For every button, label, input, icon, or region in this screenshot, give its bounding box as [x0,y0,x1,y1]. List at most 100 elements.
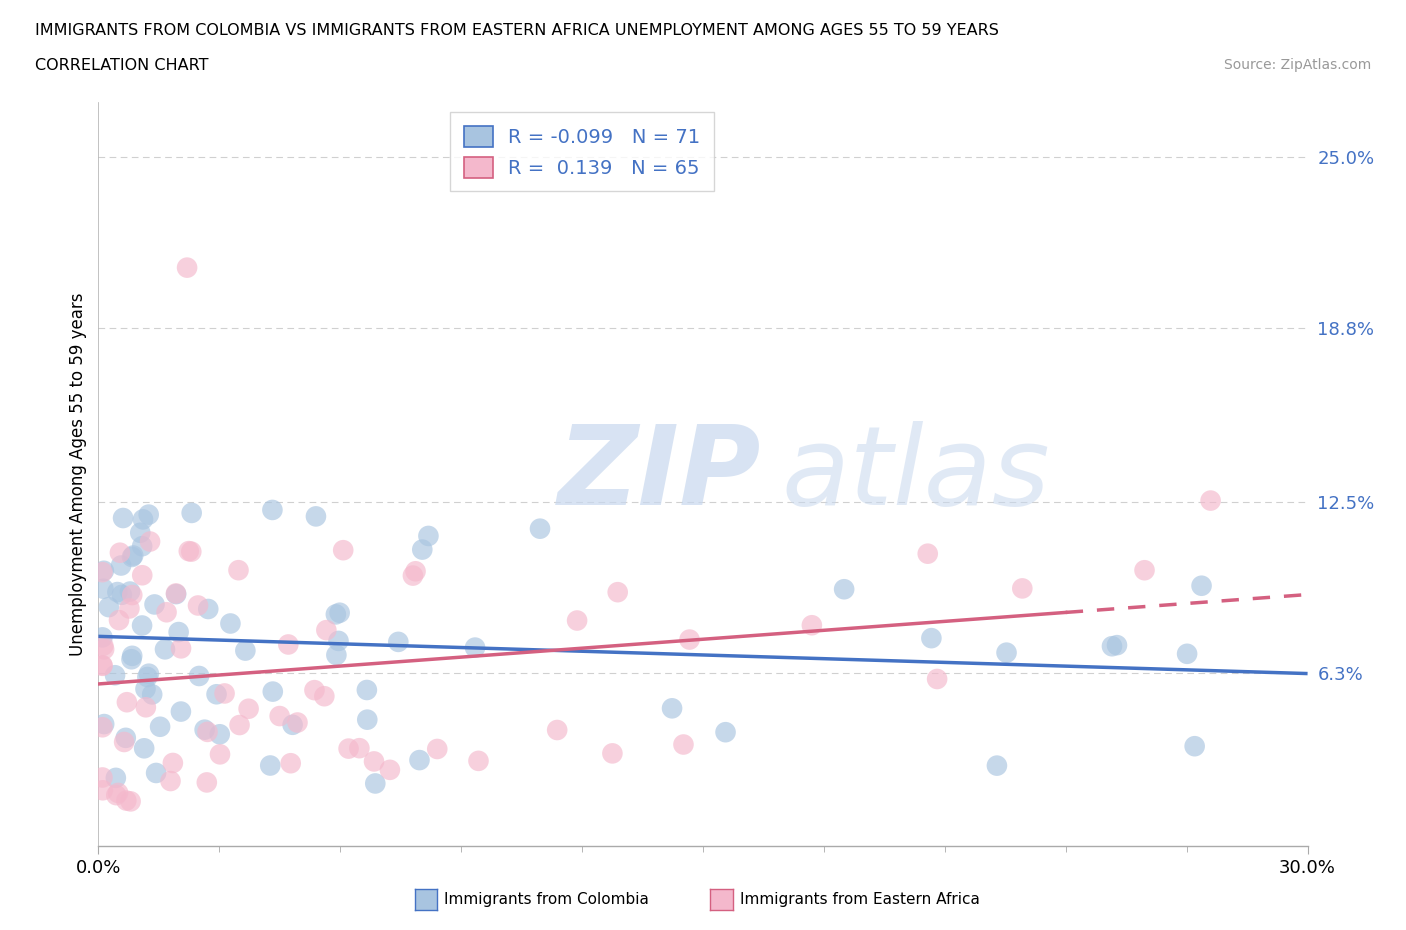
Point [262,502,284,517]
Point [238,701,260,716]
Point [197,724,219,739]
Point [305,509,328,524]
Point [337,741,360,756]
Point [364,776,387,790]
Point [205,687,228,702]
Point [917,546,939,561]
Point [1133,563,1156,578]
Point [115,695,138,710]
Text: IMMIGRANTS FROM COLOMBIA VS IMMIGRANTS FROM EASTERN AFRICA UNEMPLOYMENT AMONG AG: IMMIGRANTS FROM COLOMBIA VS IMMIGRANTS F… [35,23,1000,38]
Point [349,740,371,755]
Point [280,756,302,771]
Point [188,669,211,684]
Point [91,658,114,673]
Point [1191,578,1213,593]
Point [135,700,157,715]
Point [356,712,378,727]
Point [155,604,177,619]
Point [228,563,250,578]
Point [565,613,588,628]
Point [138,666,160,681]
Point [228,718,250,733]
Point [356,683,378,698]
Point [118,584,141,599]
Point [678,632,700,647]
Point [108,613,131,628]
Point [387,634,409,649]
Point [131,538,153,553]
Point [208,727,231,742]
Point [219,616,242,631]
Point [328,633,350,648]
Point [139,534,162,549]
Point [995,645,1018,660]
Point [402,568,425,583]
Point [141,687,163,702]
Point [129,525,152,540]
Point [122,548,145,563]
Point [91,720,114,735]
Text: CORRELATION CHART: CORRELATION CHART [35,58,208,73]
Point [121,550,143,565]
Point [304,683,326,698]
Point [91,658,114,672]
Point [91,565,114,579]
Point [314,689,336,704]
Point [405,564,427,578]
Point [195,775,218,790]
Point [546,723,568,737]
Point [93,642,115,657]
Point [208,747,231,762]
Point [262,684,284,699]
Point [91,638,114,653]
Point [112,735,135,750]
Point [287,715,309,730]
Point [194,723,217,737]
Point [138,507,160,522]
Point [93,581,115,596]
Point [606,585,628,600]
Point [332,543,354,558]
Point [120,794,142,809]
Point [93,564,115,578]
Point [91,783,114,798]
Point [105,788,128,803]
Point [143,597,166,612]
Point [115,793,138,808]
Point [170,641,193,656]
Text: atlas: atlas [782,420,1050,528]
Point [1199,493,1222,508]
Point [134,741,156,756]
Point [408,752,430,767]
Point [259,758,281,773]
Y-axis label: Unemployment Among Ages 55 to 59 years: Unemployment Among Ages 55 to 59 years [69,293,87,656]
Point [1175,646,1198,661]
Point [93,717,115,732]
Point [411,542,433,557]
Point [97,600,120,615]
Point [145,765,167,780]
Text: ZIP: ZIP [558,420,762,528]
Point [136,670,159,684]
Point [426,741,449,756]
Point [177,544,200,559]
Point [832,582,855,597]
Point [1011,581,1033,596]
Point [329,605,352,620]
Point [170,704,193,719]
Point [187,598,209,613]
Point [104,668,127,683]
Point [197,602,219,617]
Point [180,506,202,521]
Point [661,701,683,716]
Point [111,588,134,603]
Point [176,260,198,275]
Point [149,719,172,734]
Point [927,671,949,686]
Point [162,755,184,770]
Point [920,631,942,645]
Point [132,512,155,526]
Point [1101,639,1123,654]
Point [1105,638,1128,653]
Point [529,521,551,536]
